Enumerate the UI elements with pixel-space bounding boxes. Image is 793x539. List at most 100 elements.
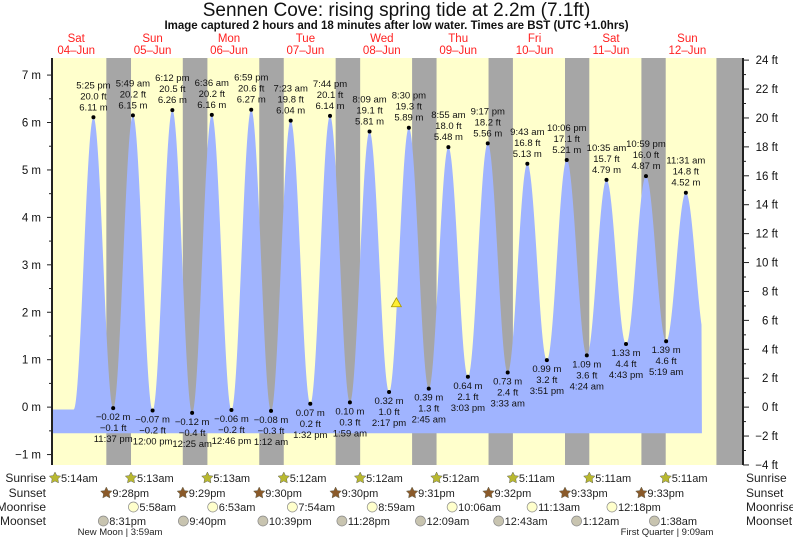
- sunrise-star-icon: [430, 471, 443, 484]
- high-tide-label: 6.15 m: [118, 100, 147, 111]
- day-date-label: 05–Jun: [134, 45, 172, 57]
- left-axis-tick-label: 3 m: [22, 260, 41, 272]
- sunrise-star-icon: [124, 471, 138, 484]
- low-tide-label: 0.99 m: [532, 364, 561, 375]
- low-tide-label: 1:59 am: [333, 428, 367, 439]
- low-tide-label: 0.2 ft: [300, 419, 321, 430]
- high-tide-point: [525, 161, 530, 166]
- low-tide-point: [664, 339, 669, 344]
- sunrise-time: 5:12am: [290, 473, 327, 485]
- sunrise-row-label: Sunrise: [5, 471, 46, 485]
- sunset-star-icon: [329, 486, 342, 499]
- moonset-time: 12:09am: [426, 516, 469, 528]
- low-tide-label: 4.6 ft: [656, 356, 677, 367]
- high-tide-label: 8:09 am: [352, 95, 386, 106]
- sunrise-star-icon: [353, 471, 367, 484]
- sunset-time: 9:28pm: [112, 488, 149, 500]
- high-tide-label: 4.87 m: [631, 161, 660, 172]
- left-axis-tick-label: 6 m: [22, 118, 41, 130]
- high-tide-label: 5.89 m: [394, 113, 423, 124]
- high-tide-label: 9:43 am: [510, 127, 544, 138]
- high-tide-point: [328, 113, 333, 118]
- low-tide-point: [544, 358, 549, 363]
- high-tide-label: 5.21 m: [552, 145, 581, 156]
- left-axis-tick-label: 7 m: [22, 70, 41, 82]
- sunset-time: 9:30pm: [265, 488, 302, 500]
- high-tide-point: [130, 113, 135, 118]
- chart-title: Sennen Cove: rising spring tide at 2.2m …: [202, 0, 591, 21]
- moonrise-time: 8:59am: [378, 502, 415, 514]
- low-tide-label: 3:51 pm: [530, 386, 564, 397]
- high-tide-point: [288, 118, 293, 123]
- high-tide-label: 20.5 ft: [159, 84, 186, 95]
- moonset-moon-icon: [336, 515, 348, 527]
- sunrise-star-icon: [277, 471, 291, 484]
- day-name-label: Thu: [448, 33, 468, 45]
- chart-subtitle: Image captured 2 hours and 18 minutes af…: [164, 20, 629, 32]
- high-tide-label: 10:59 pm: [626, 139, 666, 150]
- high-tide-label: 16.8 ft: [514, 138, 541, 149]
- low-tide-label: 1.3 ft: [418, 404, 439, 415]
- high-tide-label: 6.11 m: [79, 102, 107, 113]
- day-name-label: Tue: [296, 33, 315, 45]
- sunset-time: 9:32pm: [495, 488, 532, 500]
- high-tide-label: 4.79 m: [592, 165, 621, 176]
- high-tide-label: 8:55 am: [431, 110, 465, 121]
- day-name-label: Sat: [602, 33, 620, 45]
- right-axis-tick-label: −2 ft: [755, 431, 779, 443]
- high-tide-label: 6:59 pm: [234, 73, 268, 84]
- sunset-star-icon: [252, 486, 266, 499]
- low-tide-label: 1.39 m: [652, 345, 681, 356]
- low-tide-label: 3.6 ft: [576, 370, 597, 381]
- right-axis-tick-label: 2 ft: [762, 373, 779, 385]
- low-tide-label: −0.4 ft: [179, 428, 206, 439]
- right-axis-tick-label: 20 ft: [756, 113, 779, 125]
- sunset-time: 9:31pm: [418, 488, 455, 500]
- high-tide-point: [564, 157, 569, 162]
- low-tide-label: −0.1 ft: [100, 423, 127, 434]
- low-tide-label: 1.09 m: [572, 359, 601, 370]
- sunrise-time: 5:14am: [61, 473, 98, 485]
- right-axis-tick-label: 18 ft: [756, 142, 779, 154]
- high-tide-label: 18.2 ft: [475, 117, 502, 128]
- low-tide-label: 0.07 m: [296, 408, 325, 419]
- moonrise-moon-icon: [207, 501, 219, 513]
- sunrise-star-icon: [659, 471, 672, 484]
- moonset-moon-icon: [257, 515, 269, 527]
- high-tide-label: 6:36 am: [195, 78, 229, 89]
- low-tide-label: 0.3 ft: [339, 417, 360, 428]
- moonrise-moon-icon: [128, 501, 139, 513]
- low-tide-label: 0.39 m: [414, 393, 443, 404]
- plot-layer: [53, 58, 742, 465]
- high-tide-label: 6.27 m: [237, 95, 266, 106]
- sunset-time: 9:30pm: [342, 488, 379, 500]
- tide-area: [53, 109, 702, 434]
- moon-phase-new-moon: New Moon | 3:59am: [78, 527, 163, 538]
- low-tide-label: 12:00 pm: [133, 436, 173, 447]
- high-tide-label: 17.1 ft: [554, 134, 581, 145]
- right-axis-tick-label: 22 ft: [756, 84, 779, 96]
- moonset-moon-icon: [178, 515, 189, 527]
- low-tide-label: 4:43 pm: [609, 370, 643, 381]
- low-tide-label: −0.3 ft: [258, 426, 285, 437]
- moonset-time: 10:39pm: [269, 516, 312, 528]
- low-tide-point: [347, 400, 352, 405]
- moonrise-moon-icon: [606, 501, 618, 513]
- high-tide-point: [604, 177, 609, 182]
- high-tide-label: 6.16 m: [197, 100, 226, 111]
- sunrise-star-icon: [583, 471, 596, 484]
- sunrise-time: 5:13am: [213, 473, 250, 485]
- low-tide-point: [308, 401, 313, 406]
- low-tide-label: −0.2 ft: [139, 425, 166, 436]
- low-tide-point: [150, 408, 155, 413]
- low-tide-label: 0.32 m: [375, 396, 404, 407]
- high-tide-point: [683, 190, 688, 195]
- moonrise-time: 5:58am: [139, 502, 176, 514]
- moonrise-moon-icon: [366, 501, 378, 513]
- low-tide-point: [190, 410, 195, 415]
- high-tide-label: 5:25 pm: [76, 80, 110, 91]
- high-tide-label: 9:17 pm: [471, 106, 505, 117]
- low-tide-label: 3:33 am: [491, 399, 525, 410]
- sunrise-time: 5:11am: [672, 473, 708, 485]
